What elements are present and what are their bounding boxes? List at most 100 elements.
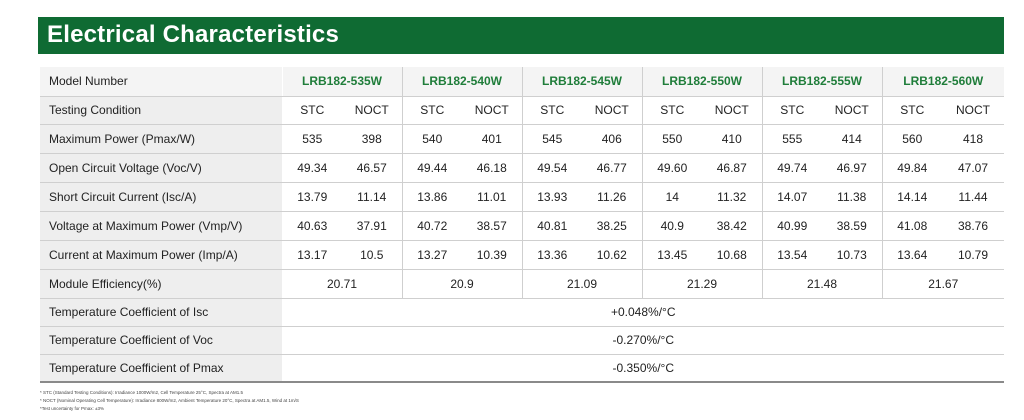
temperature-coefficient-label: Temperature Coefficient of Voc: [40, 326, 283, 355]
spec-value: 11.01: [462, 182, 523, 212]
spec-value: 13.79: [282, 182, 342, 212]
spec-value: 414: [822, 124, 883, 154]
condition-stc: STC: [642, 96, 702, 125]
spec-value: 14.07: [762, 182, 822, 212]
temperature-coefficient-row: Temperature Coefficient of Voc -0.270%/°C: [40, 326, 1004, 355]
page-title: Electrical Characteristics: [47, 21, 340, 48]
spec-value: 11.26: [582, 182, 643, 212]
spec-value: 11.14: [342, 182, 403, 212]
spec-value: 13.86: [402, 182, 462, 212]
spec-value: 535: [282, 124, 342, 154]
spec-row-label: Voltage at Maximum Power (Vmp/V): [40, 211, 283, 241]
model-row: Model Number LRB182-535W LRB182-540W LRB182…: [40, 67, 1004, 97]
condition-noct: NOCT: [702, 96, 763, 125]
spec-value: 410: [702, 124, 763, 154]
condition-noct: NOCT: [462, 96, 523, 125]
efficiency-value: 21.09: [522, 269, 643, 299]
condition-stc: STC: [882, 96, 942, 125]
efficiency-value: 20.9: [402, 269, 523, 299]
spec-row: Open Circuit Voltage (Voc/V) 49.34 46.57 49…: [40, 153, 1004, 183]
spec-value: 10.68: [702, 240, 763, 270]
spec-value: 49.60: [642, 153, 702, 183]
condition-noct: NOCT: [822, 96, 883, 125]
spec-row: Short Circuit Current (Isc/A) 13.79 11.14 1…: [40, 182, 1004, 212]
spec-value: 46.87: [702, 153, 763, 183]
model-name: LRB182-545W: [522, 67, 643, 97]
model-name: LRB182-550W: [642, 67, 763, 97]
temperature-coefficient-value: -0.350%/°C: [282, 354, 1004, 383]
spec-value: 38.57: [462, 211, 523, 241]
spec-value: 401: [462, 124, 523, 154]
spec-value: 14: [642, 182, 702, 212]
spec-value: 10.79: [942, 240, 1004, 270]
section-header: Electrical Characteristics: [38, 17, 1004, 54]
temperature-coefficient-value: +0.048%/°C: [282, 298, 1004, 327]
spec-value: 49.44: [402, 153, 462, 183]
model-name: LRB182-560W: [882, 67, 1004, 97]
spec-value: 37.91: [342, 211, 403, 241]
spec-value: 10.62: [582, 240, 643, 270]
testing-condition-row: Testing Condition STC NOCT STC NOCT STC NOCT ST…: [40, 96, 1004, 125]
spec-value: 555: [762, 124, 822, 154]
spec-value: 406: [582, 124, 643, 154]
spec-value: 40.9: [642, 211, 702, 241]
spec-value: 49.34: [282, 153, 342, 183]
model-name: LRB182-535W: [282, 67, 403, 97]
spec-value: 40.72: [402, 211, 462, 241]
spec-value: 10.5: [342, 240, 403, 270]
temperature-coefficient-value: -0.270%/°C: [282, 326, 1004, 355]
spec-value: 540: [402, 124, 462, 154]
efficiency-row: Module Efficiency(%) 20.71 20.9 21.09 21.29 2…: [40, 269, 1004, 299]
spec-value: 49.74: [762, 153, 822, 183]
spec-value: 13.45: [642, 240, 702, 270]
spec-value: 38.25: [582, 211, 643, 241]
model-number-label: Model Number: [40, 67, 283, 97]
condition-stc: STC: [402, 96, 462, 125]
condition-stc: STC: [522, 96, 582, 125]
spec-row-label: Current at Maximum Power (Imp/A): [40, 240, 283, 270]
spec-value: 46.57: [342, 153, 403, 183]
model-name: LRB182-540W: [402, 67, 523, 97]
spec-value: 10.73: [822, 240, 883, 270]
temperature-coefficient-label: Temperature Coefficient of Isc: [40, 298, 283, 327]
temperature-coefficient-row: Temperature Coefficient of Isc +0.048%/°C: [40, 298, 1004, 327]
spec-value: 13.27: [402, 240, 462, 270]
spec-value: 40.99: [762, 211, 822, 241]
spec-value: 46.77: [582, 153, 643, 183]
spec-row: Voltage at Maximum Power (Vmp/V) 40.63 37.…: [40, 211, 1004, 241]
spec-value: 13.17: [282, 240, 342, 270]
efficiency-value: 21.48: [762, 269, 883, 299]
condition-stc: STC: [762, 96, 822, 125]
spec-value: 11.44: [942, 182, 1004, 212]
spec-row-label: Maximum Power (Pmax/W): [40, 124, 283, 154]
spec-value: 13.93: [522, 182, 582, 212]
spec-value: 38.42: [702, 211, 763, 241]
condition-stc: STC: [282, 96, 342, 125]
spec-value: 550: [642, 124, 702, 154]
footnote-noct: * NOCT (Nominal Operating Cell Temperatu…: [40, 398, 299, 403]
spec-value: 11.32: [702, 182, 763, 212]
temperature-coefficient-label: Temperature Coefficient of Pmax: [40, 354, 283, 383]
spec-value: 14.14: [882, 182, 942, 212]
spec-value: 560: [882, 124, 942, 154]
footnote-stc: * STC (Standard Testing Conditions): Irr…: [40, 390, 243, 395]
spec-value: 40.63: [282, 211, 342, 241]
spec-value: 13.64: [882, 240, 942, 270]
spec-value: 418: [942, 124, 1004, 154]
spec-value: 398: [342, 124, 403, 154]
efficiency-value: 20.71: [282, 269, 403, 299]
spec-value: 46.18: [462, 153, 523, 183]
condition-noct: NOCT: [942, 96, 1004, 125]
spec-value: 38.59: [822, 211, 883, 241]
condition-noct: NOCT: [582, 96, 643, 125]
footnotes: * STC (Standard Testing Conditions): Irr…: [40, 389, 1000, 413]
spec-value: 13.36: [522, 240, 582, 270]
spec-row-label: Open Circuit Voltage (Voc/V): [40, 153, 283, 183]
efficiency-label: Module Efficiency(%): [40, 269, 283, 299]
spec-value: 40.81: [522, 211, 582, 241]
spec-value: 10.39: [462, 240, 523, 270]
spec-row: Current at Maximum Power (Imp/A) 13.17 10.…: [40, 240, 1004, 270]
spec-value: 47.07: [942, 153, 1004, 183]
spec-value: 11.38: [822, 182, 883, 212]
spec-value: 49.84: [882, 153, 942, 183]
